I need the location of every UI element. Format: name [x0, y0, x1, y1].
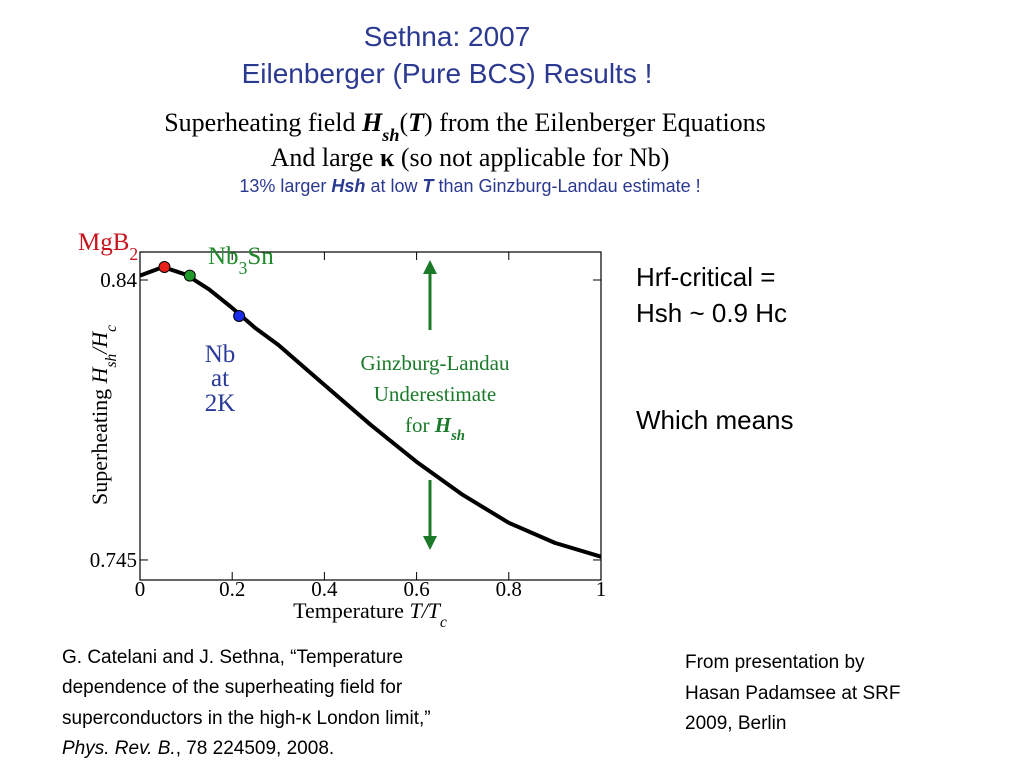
x-tick-label: 0.6	[403, 577, 429, 601]
point-label: 2K	[205, 390, 236, 417]
text-run: c	[440, 614, 447, 631]
text-run: (so not applicable for Nb)	[394, 143, 669, 172]
y-tick-label: 0.745	[90, 548, 137, 572]
text-run: Sn	[247, 243, 274, 270]
x-tick-label: 0	[135, 577, 146, 601]
slide-title: Sethna: 2007	[364, 21, 531, 52]
point-label: at	[211, 365, 229, 392]
text-run: κ	[380, 143, 395, 172]
text-run: Hsh	[331, 176, 365, 196]
point-label: MgB2	[78, 229, 138, 264]
citation: Phys. Rev. B., 78 224509, 2008.	[62, 738, 334, 759]
text-run: c	[103, 325, 120, 332]
data-point	[158, 261, 171, 274]
text-run: sh	[450, 428, 465, 444]
text-run: 2	[129, 244, 138, 264]
subtitle: And large κ (so not applicable for Nb)	[271, 143, 670, 172]
text-run: T/T	[409, 598, 441, 623]
slide-title: Eilenberger (Pure BCS) Results !	[242, 58, 653, 89]
text-run: H	[361, 108, 383, 137]
source-note: 2009, Berlin	[685, 713, 786, 734]
x-tick-label: 1	[596, 577, 607, 601]
text-run: /H	[87, 331, 112, 356]
text-run: at low	[365, 176, 422, 196]
text-run: for	[405, 413, 435, 437]
source-note: Hasan Padamsee at SRF	[685, 683, 900, 704]
y-tick-label: 0.84	[100, 268, 137, 292]
plot-frame	[139, 251, 602, 581]
text-run: Nb	[205, 341, 236, 368]
citation: superconductors in the high-κ London lim…	[62, 708, 431, 729]
right-text: Which means	[636, 405, 794, 435]
subtitle: Superheating field Hsh(T) from the Eilen…	[164, 108, 766, 145]
text-run: dependence of the superheating field for	[62, 677, 403, 698]
text-run: at	[211, 365, 229, 392]
text-run: And large	[271, 143, 380, 172]
x-tick-label: 0.8	[496, 577, 522, 601]
text-run: sh	[381, 125, 399, 145]
text-run: 2K	[205, 390, 236, 417]
data-point	[183, 269, 196, 282]
text-run: (	[399, 108, 408, 137]
text-run: H	[87, 366, 112, 384]
text-run: MgB	[78, 229, 129, 256]
right-text: Hsh ~ 0.9 Hc	[636, 298, 787, 328]
text-run: Temperature	[293, 598, 409, 623]
point-label: Nb	[205, 341, 236, 368]
text-run: T	[422, 176, 435, 196]
text-run: H	[434, 413, 452, 437]
citation: dependence of the superheating field for	[62, 677, 403, 698]
arrow-head	[423, 260, 437, 274]
text-run: than Ginzburg-Landau estimate !	[433, 176, 700, 196]
data-point	[233, 309, 246, 322]
text-run: Nb	[208, 243, 239, 270]
text-run: Phys. Rev. B.	[62, 738, 176, 759]
y-axis-label: Superheating Hsh/Hc	[87, 325, 120, 505]
right-text: Hrf-critical =	[636, 262, 775, 292]
citation: G. Catelani and J. Sethna, “Temperature	[62, 647, 403, 668]
text-run: ) from the Eilenberger Equations	[424, 108, 766, 137]
text-run: Superheating field	[164, 108, 362, 137]
annotation: for Hsh	[405, 413, 465, 444]
x-tick-label: 0.4	[311, 577, 338, 601]
point-label: Nb3Sn	[208, 243, 274, 278]
text-run: T	[408, 108, 425, 137]
x-tick-label: 0.2	[219, 577, 245, 601]
source-note: From presentation by	[685, 652, 865, 673]
text-run: sh	[103, 354, 120, 368]
text-run: superconductors in the high-κ London lim…	[62, 708, 431, 729]
text-run: 3	[239, 258, 248, 278]
text-run: 13% larger	[239, 176, 331, 196]
text-run: G. Catelani and J. Sethna, “Temperature	[62, 647, 403, 668]
text-run: , 78 224509, 2008.	[176, 738, 334, 759]
x-axis-label: Temperature T/Tc	[293, 598, 447, 631]
annotation: Underestimate	[374, 382, 496, 406]
annotation: Ginzburg-Landau	[361, 351, 510, 375]
subtitle-note: 13% larger Hsh at low T than Ginzburg-La…	[239, 176, 700, 196]
text-run: Underestimate	[374, 382, 496, 406]
text-run: Ginzburg-Landau	[361, 351, 510, 375]
arrow-head	[423, 536, 437, 550]
text-run: Superheating	[87, 383, 112, 505]
